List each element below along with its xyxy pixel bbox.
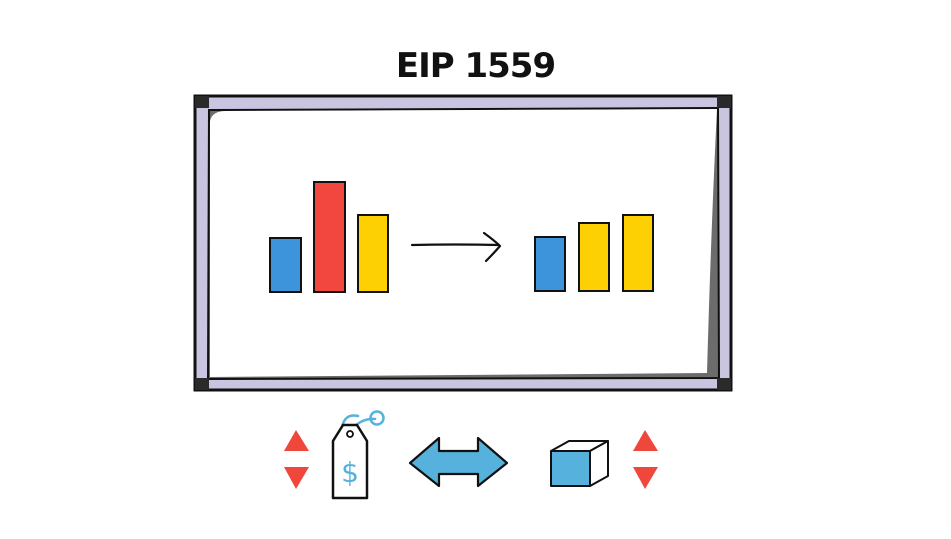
whiteboard-surface xyxy=(210,109,717,377)
bar-group-after xyxy=(534,214,654,292)
red-down-arrow-right xyxy=(633,467,658,489)
bar-group-before xyxy=(269,181,389,293)
bar-before-red xyxy=(313,181,346,293)
up-down-arrows-icon-right xyxy=(633,430,658,489)
price-tag-dollar-icon: $ xyxy=(331,410,385,500)
double-headed-arrow-icon xyxy=(408,436,509,488)
red-up-arrow xyxy=(284,430,309,451)
bar-after-blue xyxy=(534,236,566,292)
up-down-arrows-icon xyxy=(284,430,309,489)
red-up-arrow-right xyxy=(633,430,658,451)
bar-before-blue xyxy=(269,237,302,293)
bar-before-yellow xyxy=(357,214,389,293)
red-down-arrow xyxy=(284,467,309,489)
bar-after-yellow-1 xyxy=(578,222,610,292)
price-tag-symbol: $ xyxy=(341,456,359,489)
bar-after-yellow-2 xyxy=(622,214,654,292)
corner-tr xyxy=(717,96,731,108)
block-cube-icon xyxy=(550,440,609,487)
corner-br xyxy=(717,378,731,390)
corner-bl xyxy=(195,378,209,390)
page-title: EIP 1559 xyxy=(395,46,556,86)
transition-arrow-icon xyxy=(410,231,502,263)
corner-tl xyxy=(195,96,209,108)
